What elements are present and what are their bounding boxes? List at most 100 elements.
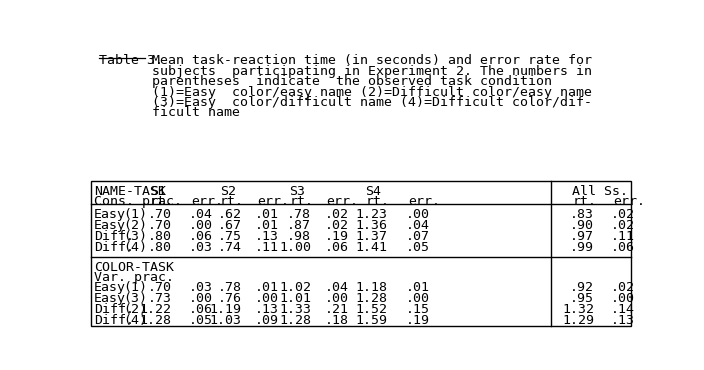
Text: Easy: Easy [94,292,126,305]
Text: 1.23: 1.23 [355,208,387,221]
Text: .07: .07 [406,230,429,243]
Text: (1)=Easy  color/easy name (2)=Difficult color/easy name: (1)=Easy color/easy name (2)=Difficult c… [151,85,591,98]
Text: .21: .21 [325,303,348,316]
Text: rt.: rt. [365,195,389,208]
Text: 1.59: 1.59 [355,314,387,327]
Text: rt.: rt. [572,195,596,208]
Text: .78: .78 [218,281,241,294]
Text: ficult name: ficult name [151,107,239,120]
Text: (1): (1) [123,208,147,221]
Text: .05: .05 [406,241,429,254]
Text: Cons. prac.: Cons. prac. [94,195,182,208]
Text: Easy: Easy [94,219,126,232]
Text: .02: .02 [325,208,348,221]
Text: .11: .11 [611,230,635,243]
Text: .97: .97 [570,230,594,243]
Text: .00: .00 [255,292,279,305]
Text: .15: .15 [406,303,429,316]
Text: .00: .00 [406,208,429,221]
Text: .13: .13 [255,230,279,243]
Text: 1.00: 1.00 [279,241,311,254]
Text: .02: .02 [611,281,635,294]
Text: .92: .92 [570,281,594,294]
Text: .06: .06 [189,303,213,316]
Text: .03: .03 [189,241,213,254]
Text: .06: .06 [189,230,213,243]
Text: .01: .01 [255,281,279,294]
Text: Easy: Easy [94,281,126,294]
Text: Diff.: Diff. [94,314,134,327]
Text: .90: .90 [570,219,594,232]
Text: Table 3.: Table 3. [99,54,163,67]
Text: .13: .13 [611,314,635,327]
Text: 1.28: 1.28 [279,314,311,327]
Text: .73: .73 [148,292,172,305]
Text: err.: err. [613,195,646,208]
Text: 1.36: 1.36 [355,219,387,232]
Text: (4): (4) [123,314,147,327]
Text: .02: .02 [611,208,635,221]
Text: 1.29: 1.29 [562,314,594,327]
Text: 1.37: 1.37 [355,230,387,243]
Text: .80: .80 [148,230,172,243]
Text: S1: S1 [150,185,166,198]
Text: .67: .67 [218,219,241,232]
Text: .74: .74 [218,241,241,254]
Text: All Ss.: All Ss. [572,185,629,198]
Text: .01: .01 [255,219,279,232]
Text: S4: S4 [365,185,382,198]
Text: err.: err. [191,195,223,208]
Text: .06: .06 [611,241,635,254]
Text: err.: err. [327,195,359,208]
Text: .19: .19 [406,314,429,327]
Text: NAME-TASK: NAME-TASK [94,185,166,198]
Text: .87: .87 [287,219,311,232]
Text: .70: .70 [148,208,172,221]
Text: .05: .05 [189,314,213,327]
Text: .00: .00 [611,292,635,305]
Text: rt.: rt. [220,195,244,208]
Text: .00: .00 [325,292,348,305]
Text: (3): (3) [123,292,147,305]
Text: .70: .70 [148,281,172,294]
Text: Diff.: Diff. [94,303,134,316]
Text: .13: .13 [255,303,279,316]
Text: .70: .70 [148,219,172,232]
Text: 1.01: 1.01 [279,292,311,305]
Bar [91,181,631,326]
Text: 1.28: 1.28 [355,292,387,305]
Text: .09: .09 [255,314,279,327]
Text: (4): (4) [123,241,147,254]
Text: (3): (3) [123,230,147,243]
Text: .03: .03 [189,281,213,294]
Text: 1.28: 1.28 [139,314,172,327]
Text: err.: err. [408,195,440,208]
Text: (3)=Easy  color/difficult name (4)=Difficult color/dif-: (3)=Easy color/difficult name (4)=Diffic… [151,96,591,109]
Text: .04: .04 [189,208,213,221]
Text: 1.18: 1.18 [355,281,387,294]
Text: .04: .04 [325,281,348,294]
Text: .78: .78 [287,208,311,221]
Text: .83: .83 [570,208,594,221]
Text: .00: .00 [189,219,213,232]
Text: .99: .99 [570,241,594,254]
Text: Easy: Easy [94,208,126,221]
Text: Var. prac.: Var. prac. [94,271,174,284]
Text: .01: .01 [406,281,429,294]
Text: parentheses  indicate  the observed task condition: parentheses indicate the observed task c… [151,75,551,88]
Text: .75: .75 [218,230,241,243]
Text: .19: .19 [325,230,348,243]
Text: 1.33: 1.33 [279,303,311,316]
Text: .02: .02 [611,219,635,232]
Text: .04: .04 [406,219,429,232]
Text: (2): (2) [123,219,147,232]
Text: 1.52: 1.52 [355,303,387,316]
Text: (2): (2) [123,303,147,316]
Text: .18: .18 [325,314,348,327]
Text: .02: .02 [325,219,348,232]
Text: 1.41: 1.41 [355,241,387,254]
Text: rt.: rt. [150,195,174,208]
Text: Mean task-reaction time (in seconds) and error rate for: Mean task-reaction time (in seconds) and… [151,54,591,67]
Text: S3: S3 [289,185,306,198]
Text: Diff.: Diff. [94,241,134,254]
